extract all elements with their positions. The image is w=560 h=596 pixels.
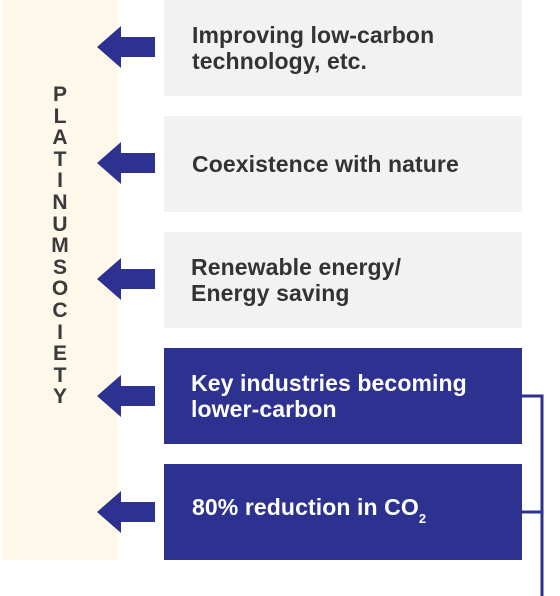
vertical-letter: S [52,255,67,279]
vertical-letter: M [51,234,69,258]
vertical-letter: C [52,298,68,322]
vertical-letter: T [53,363,67,387]
arrow-left-icon [97,142,155,184]
vertical-letter: A [52,126,68,150]
item-line: Renewable energy/ [191,254,402,280]
vertical-letter: T [53,147,67,171]
platinum-society-label: P L A T I N U M S O C I E T Y [2,84,118,408]
item-line: technology, etc. [192,48,367,74]
bracket-connector [522,394,544,596]
item-line: Energy saving [191,280,350,306]
vertical-letter: L [53,104,67,128]
vertical-letter: E [52,342,67,366]
item-box-co2-reduction: 80% reduction in CO2 [164,464,522,560]
subscript-two: 2 [418,510,427,526]
arrow-left-icon [97,26,155,68]
vertical-letter: Y [52,385,67,409]
item-box-coexistence-nature: Coexistence with nature [164,116,522,212]
vertical-letter: I [57,320,63,344]
item-line: Key industries becoming [191,370,467,396]
item-line: Improving low-carbon [192,22,435,48]
arrow-left-icon [97,491,155,533]
vertical-letter: U [52,212,68,236]
item-box-key-industries: Key industries becoming lower-carbon [164,348,522,444]
vertical-letter: P [52,83,67,106]
item-line: Coexistence with nature [192,151,459,177]
vertical-letter: I [57,169,63,193]
item-box-renewable-energy: Renewable energy/ Energy saving [164,232,522,328]
arrow-left-icon [97,375,155,417]
item-line: lower-carbon [191,396,337,422]
arrow-left-icon [97,258,155,300]
item-box-low-carbon-tech: Improving low-carbon technology, etc. [164,0,522,96]
vertical-letter: N [52,190,68,214]
item-line: 80% reduction in CO [192,494,419,521]
vertical-letter: O [51,277,69,301]
